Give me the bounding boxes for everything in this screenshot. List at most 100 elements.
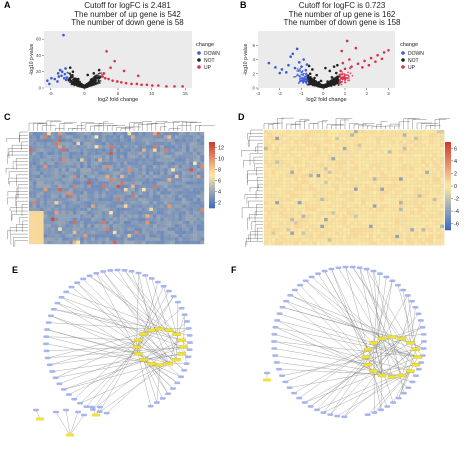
heatmap-cell (149, 171, 154, 176)
heatmap-cell (189, 174, 194, 179)
density-point (329, 82, 332, 85)
heatmap-cell (185, 207, 190, 212)
heatmap-cell (94, 234, 99, 238)
heatmap-cell (372, 197, 377, 202)
heatmap-cell (69, 224, 73, 228)
heatmap-cell (196, 227, 201, 232)
heatmap-cell (193, 168, 197, 172)
heatmap-cell (145, 184, 150, 189)
heatmap-cell (335, 194, 340, 198)
point-down (64, 78, 68, 82)
heatmap-cell (152, 148, 157, 152)
heatmap-cell (185, 174, 190, 179)
heatmap-cell (29, 184, 33, 189)
heatmap-cell (83, 234, 88, 238)
heatmap-cell (189, 214, 194, 218)
heatmap-cell (65, 138, 70, 143)
heatmap-cell (282, 184, 287, 188)
heatmap-cell (87, 158, 92, 162)
heatmap-cell (178, 155, 183, 159)
heatmap-cell (383, 136, 389, 141)
heatmap-cell (174, 135, 179, 139)
heatmap-cell (112, 201, 117, 205)
heatmap-cell (320, 197, 325, 202)
heatmap-cell (65, 211, 70, 215)
heatmap-cell (320, 184, 325, 188)
heatmap-cell (160, 184, 165, 189)
heatmap-cell (83, 217, 88, 222)
heatmap-cell (327, 197, 332, 202)
heatmap-cell (47, 138, 52, 143)
heatmap-cell (105, 151, 110, 156)
heatmap-cell (47, 224, 52, 228)
heatmap-cell (267, 170, 272, 175)
density-point (335, 77, 338, 80)
density-point (70, 81, 73, 84)
heatmap-cell (29, 161, 33, 166)
panel-b-letter: B (240, 0, 247, 10)
heatmap-cell (50, 230, 55, 235)
heatmap-cell (94, 188, 99, 192)
heatmap-cell (43, 168, 48, 172)
heatmap-cell (87, 151, 92, 156)
heatmap-cell (320, 129, 325, 134)
heatmap-cell (142, 217, 146, 222)
heatmap-cell (138, 240, 143, 245)
heatmap-cell (83, 220, 88, 225)
heatmap-cell (127, 161, 132, 166)
heatmap-cell (83, 168, 88, 172)
density-point (74, 79, 77, 82)
heatmap-cell (293, 194, 299, 198)
heatmap-cell (112, 141, 117, 146)
heatmap-cell (36, 178, 41, 182)
heatmap-cell (297, 160, 302, 165)
point-not (308, 72, 312, 76)
density-point (333, 77, 336, 79)
heatmap-cell (178, 158, 183, 162)
heatmap-cell (182, 145, 186, 149)
heatmap-cell (185, 138, 190, 143)
heatmap-cell (428, 180, 434, 185)
density-point (97, 72, 100, 75)
heatmap-cell (342, 187, 347, 192)
heatmap-cell (436, 156, 441, 161)
heatmap-cell (338, 143, 344, 148)
heatmap-cell (138, 164, 143, 169)
heatmap-cell (308, 156, 314, 161)
heatmap-cell (123, 234, 128, 238)
heatmap-cell (72, 234, 77, 238)
heatmap-cell (178, 230, 183, 235)
heatmap-cell (361, 163, 366, 168)
heatmap-cell (29, 204, 33, 208)
heatmap-cell (185, 201, 190, 205)
heatmap-cell (116, 158, 121, 162)
heatmap-cell (50, 164, 55, 169)
heatmap-cell (417, 129, 422, 134)
heatmap-cell (361, 156, 366, 161)
heatmap-cell (193, 171, 197, 176)
heatmap-cell (54, 135, 59, 139)
heatmap-cell (402, 133, 407, 138)
heatmap-cell (335, 184, 340, 188)
heatmap-cell (69, 155, 73, 159)
heatmap-cell (120, 237, 124, 241)
heatmap-cell (425, 136, 430, 141)
heatmap-cell (149, 191, 154, 195)
heatmap-cell (282, 156, 287, 161)
heatmap-cell (361, 187, 366, 192)
heatmap-cell (383, 153, 389, 158)
heatmap-cell (185, 237, 190, 241)
heatmap-cell (263, 153, 269, 158)
heatmap-cell (167, 164, 172, 169)
heatmap-cell (185, 194, 190, 199)
heatmap-cell (98, 138, 103, 143)
heatmap-cell (387, 150, 392, 154)
heatmap-cell (105, 227, 110, 232)
point-not (67, 78, 71, 82)
colorbar-segment (209, 146, 215, 149)
colorbar-label: 12 (218, 146, 224, 152)
heatmap-cell (29, 164, 33, 169)
heatmap-cell (425, 153, 430, 158)
heatmap-cell (98, 201, 103, 205)
heatmap-cell (200, 138, 205, 143)
